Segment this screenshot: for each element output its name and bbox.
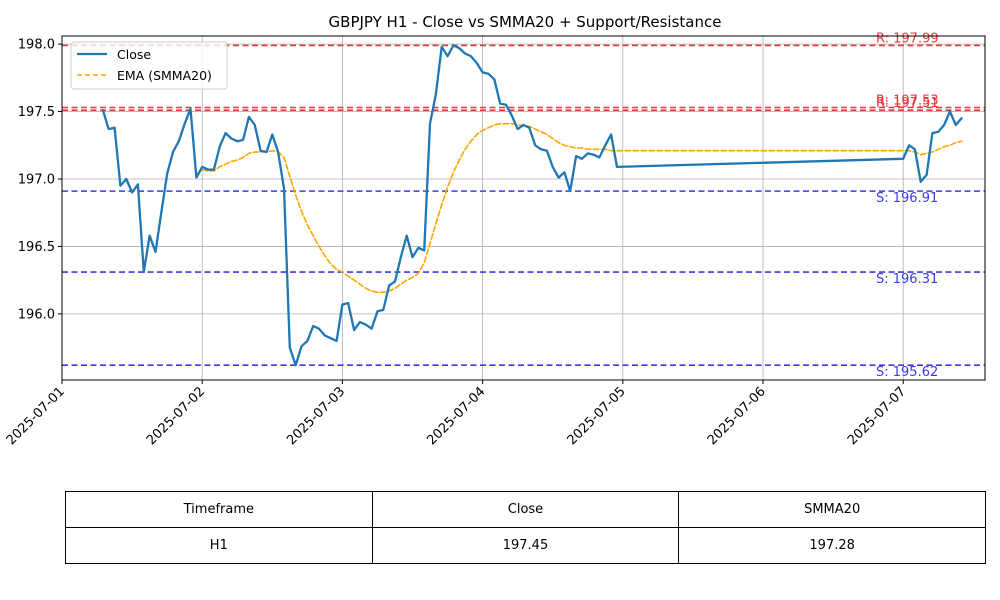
- x-tick-label: 2025-07-05: [565, 384, 629, 448]
- table-cell: H1: [65, 527, 373, 564]
- y-tick-label: 198.0: [18, 38, 55, 53]
- y-tick-label: 197.5: [18, 105, 55, 120]
- y-tick-label: 196.0: [18, 307, 55, 322]
- close-series-line: [101, 44, 963, 367]
- chart-title: GBPJPY H1 - Close vs SMMA20 + Support/Re…: [329, 13, 722, 31]
- table-header-cell: Timeframe: [65, 491, 373, 528]
- resistance-label: R: 197.99: [876, 31, 939, 46]
- resistance-label: R: 197.51: [876, 96, 939, 111]
- table-cell: 197.45: [371, 527, 680, 564]
- table-header-row: Timeframe Close SMMA20: [65, 491, 986, 528]
- legend-smma-label: EMA (SMMA20): [117, 68, 212, 83]
- summary-table: Timeframe Close SMMA20 H1 197.45 197.28: [65, 491, 986, 564]
- smma20-series-line: [201, 122, 963, 294]
- x-tick-label: 2025-07-01: [4, 384, 68, 448]
- x-tick-label: 2025-07-04: [424, 384, 488, 448]
- resistance-label: R: 197.53: [876, 93, 939, 108]
- legend: Close EMA (SMMA20): [70, 41, 228, 90]
- support-label: S: 195.62: [876, 365, 938, 380]
- y-tick-label: 197.0: [18, 172, 55, 187]
- x-tick-label: 2025-07-06: [705, 384, 769, 448]
- series: [101, 44, 963, 367]
- table-header-cell: Close: [371, 491, 680, 528]
- y-tick-label: 196.5: [18, 240, 55, 255]
- x-tick-label: 2025-07-02: [144, 384, 208, 448]
- x-tick-label: 2025-07-03: [284, 384, 348, 448]
- support-label: S: 196.31: [876, 272, 938, 287]
- table-row: H1 197.45 197.28: [65, 527, 986, 564]
- table-cell: 197.28: [678, 527, 986, 564]
- support-label: S: 196.91: [876, 191, 938, 206]
- x-tick-label: 2025-07-07: [845, 384, 909, 448]
- level-labels: R: 197.99 R: 197.53R: 197.51 S: 196.91 S: 1…: [876, 31, 939, 380]
- plot-area: [61, 35, 986, 381]
- support-resistance-lines: [62, 44, 985, 366]
- legend-close-label: Close: [117, 47, 151, 62]
- legend-box: [70, 41, 228, 90]
- axis-ticks: 2025-07-01 2025-07-02 2025-07-03 2025-07-04…: [4, 38, 909, 449]
- table-header-cell: SMMA20: [678, 491, 986, 528]
